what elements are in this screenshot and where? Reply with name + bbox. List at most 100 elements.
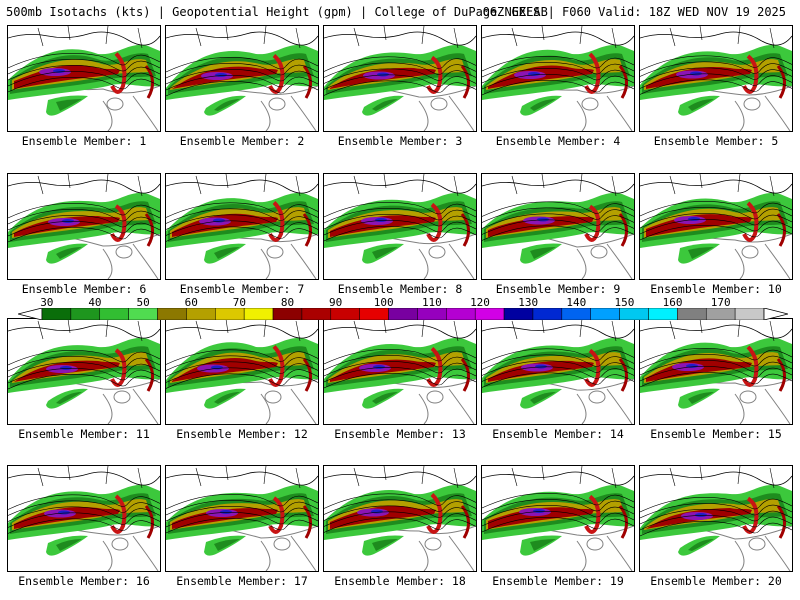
ensemble-panel bbox=[639, 25, 793, 132]
colorbar-tick-label: 120 bbox=[470, 296, 490, 309]
colorbar-tick-label: 70 bbox=[232, 296, 246, 309]
ensemble-panel bbox=[481, 465, 635, 572]
colorbar-swatch bbox=[128, 308, 158, 320]
colorbar-swatch bbox=[590, 308, 620, 320]
ensemble-panel bbox=[165, 25, 319, 132]
colorbar-swatch bbox=[503, 308, 534, 320]
ensemble-panel bbox=[639, 173, 793, 280]
ensemble-member-label: Ensemble Member: 17 bbox=[176, 574, 308, 588]
colorbar-swatch bbox=[619, 308, 649, 320]
colorbar-scale bbox=[18, 308, 788, 320]
colorbar-swatch bbox=[215, 308, 245, 320]
ensemble-member-label: Ensemble Member: 2 bbox=[179, 134, 305, 148]
ensemble-panel bbox=[165, 173, 319, 280]
ensemble-member-label: Ensemble Member: 1 bbox=[21, 134, 147, 148]
colorbar-tick-label: 170 bbox=[710, 296, 731, 309]
colorbar-swatch bbox=[561, 308, 591, 320]
colorbar-tick-label: 100 bbox=[373, 296, 394, 309]
ensemble-panel bbox=[481, 173, 635, 280]
colorbar-tick-label: 50 bbox=[136, 296, 150, 309]
colorbar-labels: 30 40 50 60 70 80 90 100 110 120 130 140 150 160 170 bbox=[18, 296, 788, 309]
colorbar-swatch bbox=[272, 308, 303, 320]
colorbar-tick-label: 160 bbox=[662, 296, 683, 309]
map-plot bbox=[640, 466, 792, 571]
map-plot bbox=[8, 174, 160, 279]
map-plot bbox=[640, 319, 792, 424]
ensemble-panel bbox=[639, 465, 793, 572]
ensemble-member-label: Ensemble Member: 19 bbox=[492, 574, 624, 588]
colorbar-tick-label: 130 bbox=[518, 296, 539, 309]
map-plot bbox=[482, 466, 634, 571]
ensemble-panel bbox=[7, 465, 161, 572]
map-plot bbox=[8, 319, 160, 424]
ensemble-member-label: Ensemble Member: 3 bbox=[337, 134, 463, 148]
ensemble-panel bbox=[165, 465, 319, 572]
ensemble-member-label: Ensemble Member: 7 bbox=[179, 282, 305, 296]
ensemble-panel bbox=[323, 318, 477, 425]
map-plot bbox=[324, 174, 476, 279]
ensemble-panel bbox=[481, 25, 635, 132]
ensemble-member-label: Ensemble Member: 20 bbox=[650, 574, 782, 588]
title-bar: 500mb Isotachs (kts) | Geopotential Heig… bbox=[0, 0, 800, 24]
colorbar-swatch bbox=[301, 308, 332, 320]
colorbar-tick-label: 140 bbox=[566, 296, 587, 309]
colorbar-swatch bbox=[446, 308, 476, 320]
map-plot bbox=[324, 26, 476, 131]
ensemble-member-label: Ensemble Member: 12 bbox=[176, 427, 308, 441]
map-plot bbox=[166, 26, 318, 131]
colorbar-tick-label: 150 bbox=[614, 296, 635, 309]
colorbar-swatch bbox=[359, 308, 389, 320]
colorbar-swatch bbox=[243, 308, 274, 320]
ensemble-member-label: Ensemble Member: 18 bbox=[334, 574, 466, 588]
ensemble-panel bbox=[7, 25, 161, 132]
map-plot bbox=[482, 26, 634, 131]
ensemble-panel bbox=[323, 465, 477, 572]
ensemble-member-label: Ensemble Member: 6 bbox=[21, 282, 147, 296]
map-plot bbox=[324, 319, 476, 424]
colorbar-swatch bbox=[99, 308, 129, 320]
ensemble-panel bbox=[7, 173, 161, 280]
map-plot bbox=[640, 26, 792, 131]
map-plot bbox=[482, 174, 634, 279]
ensemble-member-label: Ensemble Member: 8 bbox=[337, 282, 463, 296]
map-plot bbox=[324, 466, 476, 571]
run-valid-time: 06Z GEFS | F060 Valid: 18Z WED NOV 19 20… bbox=[482, 5, 786, 19]
colorbar-tick-label: 90 bbox=[328, 296, 343, 309]
colorbar-tick-label: 40 bbox=[88, 296, 102, 309]
colorbar-swatch bbox=[41, 308, 72, 320]
colorbar-min-arrow bbox=[18, 308, 43, 320]
ensemble-member-label: Ensemble Member: 9 bbox=[495, 282, 621, 296]
colorbar-swatch bbox=[417, 308, 447, 320]
ensemble-member-label: Ensemble Member: 4 bbox=[495, 134, 621, 148]
colorbar-swatch bbox=[70, 308, 101, 320]
isotach-colorbar: 30 40 50 60 70 80 90 100 110 120 130 140 150 160 170 bbox=[18, 296, 788, 320]
colorbar-max-arrow bbox=[763, 308, 788, 320]
colorbar-swatch bbox=[474, 308, 505, 320]
map-plot bbox=[8, 466, 160, 571]
map-plot bbox=[166, 319, 318, 424]
colorbar-swatch bbox=[330, 308, 360, 320]
ensemble-member-label: Ensemble Member: 16 bbox=[18, 574, 150, 588]
colorbar-swatch bbox=[157, 308, 187, 320]
map-plot bbox=[482, 319, 634, 424]
ensemble-member-label: Ensemble Member: 15 bbox=[650, 427, 782, 441]
ensemble-panel bbox=[7, 318, 161, 425]
colorbar-swatch bbox=[677, 308, 707, 320]
ensemble-panel bbox=[165, 318, 319, 425]
ensemble-member-label: Ensemble Member: 5 bbox=[653, 134, 779, 148]
ensemble-panel bbox=[323, 25, 477, 132]
colorbar-swatch bbox=[705, 308, 736, 320]
map-plot bbox=[166, 174, 318, 279]
ensemble-member-label: Ensemble Member: 11 bbox=[18, 427, 150, 441]
ensemble-member-label: Ensemble Member: 14 bbox=[492, 427, 624, 441]
map-plot bbox=[640, 174, 792, 279]
colorbar-tick-label: 60 bbox=[184, 296, 198, 309]
ensemble-member-label: Ensemble Member: 13 bbox=[334, 427, 466, 441]
colorbar-swatch bbox=[186, 308, 216, 320]
colorbar-swatch bbox=[532, 308, 563, 320]
colorbar-tick-label: 30 bbox=[40, 296, 54, 309]
colorbar-tick-label: 80 bbox=[280, 296, 295, 309]
colorbar-tick-label: 110 bbox=[421, 296, 442, 309]
colorbar-swatch bbox=[734, 308, 765, 320]
colorbar-swatch bbox=[388, 308, 418, 320]
